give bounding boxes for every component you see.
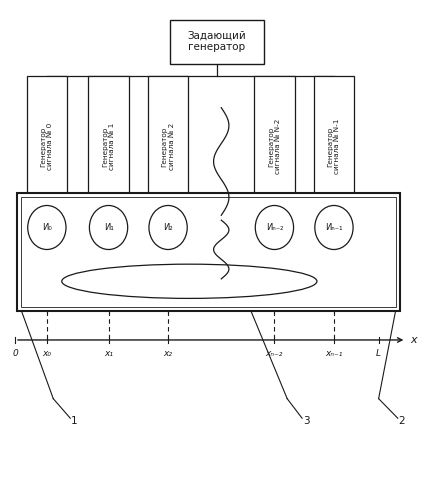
Bar	[314, 76, 354, 218]
Text: И₂: И₂	[163, 223, 173, 232]
Text: 3: 3	[303, 416, 309, 426]
Text: 0: 0	[12, 349, 18, 358]
Circle shape	[149, 206, 187, 250]
Text: Иₙ₋₁: Иₙ₋₁	[325, 223, 343, 232]
Circle shape	[255, 206, 293, 250]
Bar	[170, 19, 264, 64]
Bar	[148, 76, 188, 218]
Circle shape	[315, 206, 353, 250]
Bar	[26, 76, 67, 218]
Text: И₀: И₀	[42, 223, 52, 232]
Text: xₙ₋₂: xₙ₋₂	[266, 349, 283, 358]
Bar	[20, 197, 397, 307]
Circle shape	[89, 206, 128, 250]
Text: Иₙ₋₂: Иₙ₋₂	[266, 223, 283, 232]
Text: 2: 2	[399, 416, 405, 426]
Circle shape	[28, 206, 66, 250]
Text: L: L	[376, 349, 381, 358]
Bar	[254, 76, 295, 218]
Bar	[17, 193, 400, 310]
Bar	[89, 76, 129, 218]
Text: Генератор
сигнала № N-2: Генератор сигнала № N-2	[268, 119, 281, 175]
Text: Генератор
сигнала № 1: Генератор сигнала № 1	[102, 123, 115, 171]
Text: x: x	[411, 335, 417, 345]
Text: x₂: x₂	[164, 349, 173, 358]
Text: И₁: И₁	[104, 223, 113, 232]
Text: Задающий
генератор: Задающий генератор	[187, 31, 247, 52]
Text: x₀: x₀	[43, 349, 51, 358]
Text: Генератор
сигнала № 0: Генератор сигнала № 0	[40, 123, 53, 171]
Text: x₁: x₁	[104, 349, 113, 358]
Text: Генератор
сигнала № 2: Генератор сигнала № 2	[161, 123, 174, 171]
Text: 1: 1	[71, 416, 78, 426]
Text: Генератор
сигнала № N-1: Генератор сигнала № N-1	[328, 119, 340, 175]
Text: xₙ₋₁: xₙ₋₁	[325, 349, 343, 358]
